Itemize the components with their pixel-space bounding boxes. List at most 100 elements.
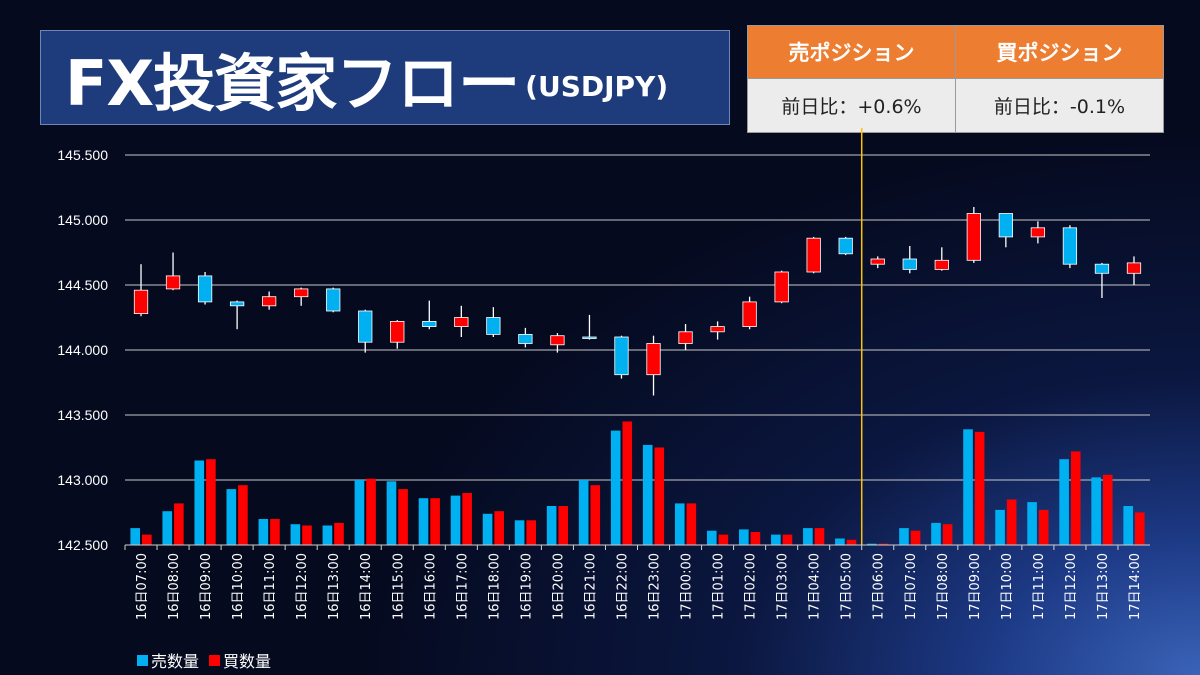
legend-buy-label: 買数量 <box>223 652 272 671</box>
buy-position-change: 前日比：-0.1% <box>955 78 1164 133</box>
candle-body <box>1126 262 1142 274</box>
x-tick-label: 17日14:00 <box>1128 553 1143 620</box>
buy-volume-bar <box>334 522 344 545</box>
x-tick-label: 16日08:00 <box>167 553 182 620</box>
candle-body <box>902 258 917 270</box>
candle-body <box>998 213 1013 238</box>
sell-position-change: 前日比：+0.6% <box>747 78 956 133</box>
candle-body <box>326 288 341 312</box>
buy-volume-bar <box>398 489 408 545</box>
title-banner: FX投資家フロー (USDJPY) <box>40 30 730 125</box>
buy-volume-bar <box>206 459 216 545</box>
sell-volume-bar <box>546 506 557 545</box>
sell-volume-bar <box>803 528 813 545</box>
buy-volume-bar <box>910 530 921 545</box>
candle-body <box>806 237 821 273</box>
buy-volume-bar <box>846 539 857 545</box>
buy-volume-bar <box>1038 509 1049 545</box>
buy-volume-bar <box>1102 474 1113 545</box>
x-tick-label: 17日06:00 <box>872 553 887 620</box>
sell-volume-bar <box>995 509 1005 545</box>
buy-volume-bar <box>782 534 793 545</box>
x-tick-label: 16日23:00 <box>648 553 663 620</box>
candle-body <box>614 336 629 376</box>
buy-volume-bar <box>878 543 889 545</box>
x-tick-label: 16日09:00 <box>199 553 214 620</box>
x-tick-label: 17日08:00 <box>936 553 951 620</box>
x-tick-label: 16日07:00 <box>135 553 150 620</box>
x-tick-label: 17日11:00 <box>1032 553 1047 620</box>
buy-volume-bar <box>238 485 248 545</box>
candle-body <box>422 320 437 327</box>
currency-pair: (USDJPY) <box>525 70 669 103</box>
candle-body <box>934 259 949 270</box>
buy-volume-bar <box>1134 512 1145 545</box>
x-tick-label: 16日14:00 <box>359 553 374 620</box>
buy-volume-bar <box>974 431 985 545</box>
buy-volume-bar <box>174 503 184 545</box>
sell-volume-bar <box>899 528 909 545</box>
x-tick-label: 16日22:00 <box>615 553 630 620</box>
x-tick-label: 17日03:00 <box>776 553 791 620</box>
buy-volume-bar <box>494 511 504 545</box>
sell-volume-bar <box>739 529 749 545</box>
buy-volume-bar <box>942 524 953 545</box>
sell-volume-bar <box>290 524 301 545</box>
sell-volume-bar <box>867 543 877 545</box>
sell-volume-bar <box>835 538 845 545</box>
candle-body <box>742 301 757 327</box>
y-tick-label: 143.000 <box>57 472 108 488</box>
sell-volume-bar <box>963 429 973 545</box>
sell-volume-bar <box>226 489 237 545</box>
candle-body <box>550 335 565 346</box>
x-tick-label: 16日19:00 <box>519 553 534 620</box>
x-tick-label: 17日05:00 <box>840 553 855 620</box>
candle-body <box>710 326 725 333</box>
candle-body <box>358 310 373 343</box>
buy-volume-bar <box>654 447 665 545</box>
sell-volume-bar <box>1123 506 1133 545</box>
candle-body <box>262 296 277 307</box>
x-tick-label: 17日09:00 <box>968 553 983 620</box>
x-tick-label: 16日20:00 <box>551 553 566 620</box>
candle-body <box>294 288 309 298</box>
buy-volume-bar <box>462 493 472 545</box>
sell-volume-bar <box>706 530 717 545</box>
sell-volume-bar <box>482 513 493 545</box>
legend: 売数量 買数量 <box>137 648 281 672</box>
sell-volume-bar <box>162 511 173 545</box>
candle-body <box>966 213 981 261</box>
x-tick-label: 17日07:00 <box>904 553 919 620</box>
x-tick-label: 17日02:00 <box>744 553 759 620</box>
buy-volume-bar <box>622 421 633 545</box>
buy-volume-bar <box>590 485 601 545</box>
sell-volume-bar <box>610 430 621 545</box>
buy-volume-bar <box>686 503 697 545</box>
sell-volume-bar <box>194 460 205 545</box>
x-tick-label: 16日13:00 <box>327 553 342 620</box>
x-tick-label: 16日11:00 <box>263 553 278 620</box>
x-tick-label: 16日12:00 <box>295 553 310 620</box>
candle-body <box>133 289 149 315</box>
candle-body <box>486 317 501 335</box>
x-tick-label: 17日10:00 <box>1000 553 1015 620</box>
y-tick-label: 143.500 <box>57 407 108 423</box>
sell-volume-bar <box>386 481 397 545</box>
x-tick-label: 17日13:00 <box>1096 553 1111 620</box>
x-tick-label: 16日15:00 <box>391 553 406 620</box>
x-tick-label: 16日16:00 <box>423 553 438 620</box>
y-tick-label: 144.500 <box>57 277 108 293</box>
sell-volume-bar <box>578 480 589 545</box>
x-tick-label: 17日00:00 <box>680 553 695 620</box>
candle-body <box>165 275 181 290</box>
buy-volume-bar <box>366 478 376 545</box>
sell-volume-bar <box>642 444 653 545</box>
candle-body <box>390 320 405 343</box>
candle-body <box>1030 227 1046 238</box>
position-table: 売ポジション 買ポジション 前日比：+0.6% 前日比：-0.1% <box>747 25 1164 133</box>
candle-body <box>870 258 885 265</box>
buy-volume-bar <box>270 519 280 545</box>
x-tick-label: 17日01:00 <box>712 553 727 620</box>
buy-volume-bar <box>558 506 569 545</box>
